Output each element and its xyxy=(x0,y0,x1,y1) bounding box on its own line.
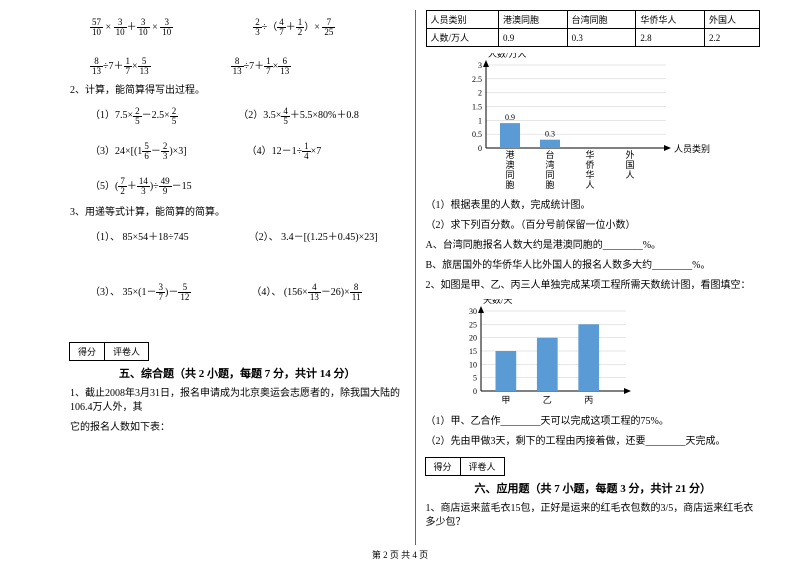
svg-text:港: 港 xyxy=(505,149,514,160)
q2-3: （3）24×[(156－23)×3] xyxy=(90,142,187,161)
score-box: 得分 评卷人 xyxy=(426,457,505,476)
expr-1a: 5710 × 310＋310 × 310 xyxy=(90,18,173,37)
table-cell: 人数/万人 xyxy=(426,29,498,47)
svg-text:25: 25 xyxy=(469,320,477,329)
q2-4: （4）12－1÷14×7 xyxy=(247,142,322,161)
expr-row-2: 813÷7＋17×513 813÷7＋17×613 xyxy=(90,57,405,76)
svg-text:2.5: 2.5 xyxy=(472,75,482,84)
score-row-right: 得分 评卷人 xyxy=(426,457,761,476)
q5-1b: 它的报名人数如下表： xyxy=(70,421,405,435)
chart-1: 00.511.522.53人数/万人人员类别0.9港澳同胞0.3台湾同胞华侨华人… xyxy=(456,53,761,193)
q6-1: 1、商店运来蓝毛衣15包，正好是运来的红毛衣包数的3/5，商店运来红毛衣多少包？ xyxy=(426,502,761,530)
svg-text:15: 15 xyxy=(469,347,477,356)
q3-row2: （3）、 35×(1－37)－512 （4）、 (156×413－26)×811 xyxy=(90,283,405,302)
svg-text:华: 华 xyxy=(585,169,594,180)
svg-text:侨: 侨 xyxy=(585,159,594,170)
svg-text:人员类别: 人员类别 xyxy=(674,143,710,154)
q2-row2: （3）24×[(156－23)×3] （4）12－1÷14×7 xyxy=(90,142,405,161)
score-label: 得分 xyxy=(425,457,461,476)
svg-text:0: 0 xyxy=(473,387,477,396)
svg-text:30: 30 xyxy=(469,307,477,316)
q1-2b: B、旅居国外的华侨华人比外国人的报名人数多大约________%。 xyxy=(426,259,761,273)
table-header: 人员类别 xyxy=(426,11,498,29)
svg-text:人数/万人: 人数/万人 xyxy=(488,53,527,59)
svg-text:人: 人 xyxy=(625,170,634,180)
chart-2: 0 5 10 15 20 25 30 天数/天甲 乙 丙 xyxy=(456,299,761,409)
table-header: 华侨华人 xyxy=(636,11,705,29)
svg-text:5: 5 xyxy=(473,374,477,383)
table-cell: 2.8 xyxy=(636,29,705,47)
q3-1: （1）、 85×54＋18÷745 xyxy=(90,228,189,243)
q2-5: （5）(72＋143)÷499－15 xyxy=(90,177,405,196)
expr-row-1: 5710 × 310＋310 × 310 23÷（47＋12）× 725 xyxy=(90,18,405,37)
q2-2r: （2）先由甲做3天，剩下的工程由丙接着做，还要________天完成。 xyxy=(426,435,761,449)
table-cell: 2.2 xyxy=(705,29,760,47)
q3-row1: （1）、 85×54＋18÷745 （2）、 3.4－[(1.25＋0.45)×… xyxy=(90,228,405,243)
section-6-title: 六、应用题（共 7 小题，每题 3 分，共计 21 分） xyxy=(426,480,761,496)
table-header: 台湾同胞 xyxy=(567,11,636,29)
grader-label: 评卷人 xyxy=(460,457,505,476)
q1-1: （1）根据表里的人数，完成统计图。 xyxy=(426,199,761,213)
page-footer: 第 2 页 共 4 页 xyxy=(0,548,800,561)
svg-text:20: 20 xyxy=(469,334,477,343)
svg-text:湾: 湾 xyxy=(545,159,554,170)
table-header-row: 人员类别 港澳同胞 台湾同胞 华侨华人 外国人 xyxy=(426,11,760,29)
score-label: 得分 xyxy=(69,342,105,361)
table-cell: 0.9 xyxy=(498,29,567,47)
left-column: 5710 × 310＋310 × 310 23÷（47＋12）× 725 813… xyxy=(60,10,416,545)
svg-text:乙: 乙 xyxy=(542,395,551,405)
expr-2b: 813÷7＋17×613 xyxy=(231,57,292,76)
q2-title: 2、计算，能简算得写出过程。 xyxy=(70,84,405,98)
svg-text:人: 人 xyxy=(585,180,594,190)
svg-text:0: 0 xyxy=(478,144,482,153)
svg-text:国: 国 xyxy=(625,160,634,170)
svg-text:1: 1 xyxy=(478,116,482,125)
svg-text:1.5: 1.5 xyxy=(472,103,482,112)
grader-label: 评卷人 xyxy=(104,342,149,361)
q5-1a: 1、截止2008年3月31日，报名申请成为北京奥运会志愿者的，除我国大陆的106… xyxy=(70,387,405,415)
q3-2: （2）、 3.4－[(1.25＋0.45)×23] xyxy=(249,228,378,243)
svg-text:0.9: 0.9 xyxy=(505,113,515,122)
data-table: 人员类别 港澳同胞 台湾同胞 华侨华人 外国人 人数/万人 0.9 0.3 2.… xyxy=(426,10,761,47)
table-row: 人数/万人 0.9 0.3 2.8 2.2 xyxy=(426,29,760,47)
svg-text:台: 台 xyxy=(545,149,554,160)
svg-text:天数/天: 天数/天 xyxy=(483,299,513,305)
q3-title: 3、用递等式计算，能简算的简算。 xyxy=(70,206,405,220)
svg-text:3: 3 xyxy=(478,61,482,70)
expr-1b: 23÷（47＋12）× 725 xyxy=(253,18,335,37)
q2r: 2、如图是甲、乙、丙三人单独完成某项工程所需天数统计图，看图填空： xyxy=(426,279,761,293)
right-column: 人员类别 港澳同胞 台湾同胞 华侨华人 外国人 人数/万人 0.9 0.3 2.… xyxy=(416,10,771,545)
svg-text:2: 2 xyxy=(478,89,482,98)
q2-row1: （1）7.5×25－2.5×25 （2）3.5×45＋5.5×80%＋0.8 xyxy=(90,106,405,125)
section-5-title: 五、综合题（共 2 小题，每题 7 分，共计 14 分） xyxy=(70,365,405,381)
expr-2a: 813÷7＋17×513 xyxy=(90,57,151,76)
svg-text:0.3: 0.3 xyxy=(545,130,555,139)
table-cell: 0.3 xyxy=(567,29,636,47)
q2-1: （1）7.5×25－2.5×25 xyxy=(90,106,178,125)
svg-text:同: 同 xyxy=(505,170,514,180)
score-box: 得分 评卷人 xyxy=(70,342,149,361)
svg-text:丙: 丙 xyxy=(584,395,593,405)
q2-2: （2）3.5×45＋5.5×80%＋0.8 xyxy=(238,106,359,125)
score-row-left: 得分 评卷人 xyxy=(70,342,405,361)
q2-1r: （1）甲、乙合作________天可以完成这项工程的75%。 xyxy=(426,415,761,429)
svg-text:外: 外 xyxy=(625,149,634,160)
q1-2: （2）求下列百分数。（百分号前保留一位小数） xyxy=(426,219,761,233)
table-header: 外国人 xyxy=(705,11,760,29)
svg-text:胞: 胞 xyxy=(545,179,554,190)
q1-2a: A、台湾同胞报名人数大约是港澳同胞的________%。 xyxy=(426,239,761,253)
svg-text:华: 华 xyxy=(585,149,594,160)
svg-text:澳: 澳 xyxy=(505,159,514,170)
svg-text:0.5: 0.5 xyxy=(472,130,482,139)
svg-text:10: 10 xyxy=(469,360,477,369)
q3-4: （4）、 (156×413－26)×811 xyxy=(251,283,362,302)
svg-text:甲: 甲 xyxy=(501,395,510,405)
svg-text:胞: 胞 xyxy=(505,179,514,190)
q3-3: （3）、 35×(1－37)－512 xyxy=(90,283,191,302)
table-header: 港澳同胞 xyxy=(498,11,567,29)
svg-text:同: 同 xyxy=(545,170,554,180)
